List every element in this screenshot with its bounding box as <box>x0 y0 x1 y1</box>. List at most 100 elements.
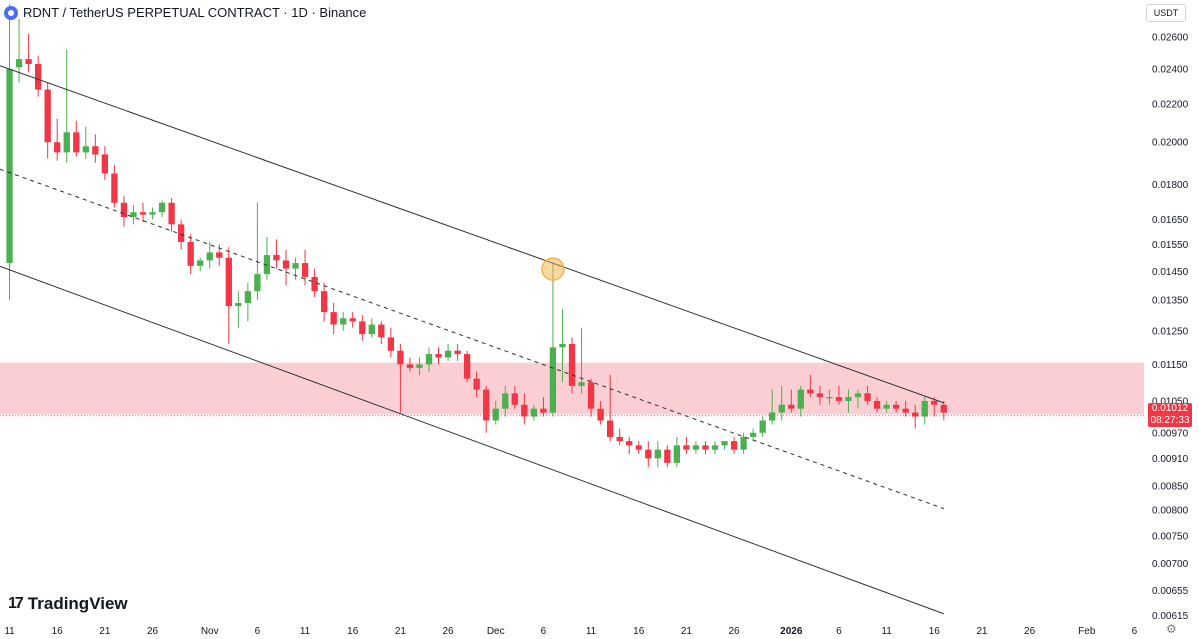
candle[interactable] <box>130 205 137 225</box>
candle[interactable] <box>168 198 175 232</box>
candle[interactable] <box>788 389 795 413</box>
candle[interactable] <box>769 389 776 425</box>
candle[interactable] <box>616 428 623 446</box>
candle[interactable] <box>435 347 442 365</box>
candle[interactable] <box>578 327 585 394</box>
candle[interactable] <box>111 164 118 208</box>
candle[interactable] <box>149 207 156 220</box>
candle[interactable] <box>254 202 261 301</box>
candle[interactable] <box>521 393 528 425</box>
candle[interactable] <box>835 385 843 405</box>
channel-lower-line[interactable] <box>0 265 944 615</box>
candle[interactable] <box>311 268 318 298</box>
candle[interactable] <box>826 389 833 405</box>
candle[interactable] <box>473 371 480 398</box>
candle[interactable] <box>54 118 61 161</box>
candle[interactable] <box>349 312 356 328</box>
candle[interactable] <box>883 400 890 413</box>
tradingview-logo[interactable]: 17 TradingView <box>8 594 128 614</box>
candle[interactable] <box>797 385 804 417</box>
candle[interactable] <box>387 327 395 358</box>
candle[interactable] <box>568 337 576 394</box>
candle[interactable] <box>540 397 547 417</box>
candle[interactable] <box>158 200 166 218</box>
candle[interactable] <box>807 375 814 398</box>
candle[interactable] <box>511 385 518 409</box>
candle[interactable] <box>873 397 881 413</box>
candle[interactable] <box>673 436 681 468</box>
time-axis[interactable]: 11 16 21 26 Nov 6 11 16 21 26 Dec 6 11 16 21 26 2026 6 11 1… <box>4 626 1137 637</box>
price-axis[interactable]: 0.02600 0.02400 0.02200 0.02000 0.01800 0.016… <box>1152 32 1189 622</box>
candle[interactable] <box>940 400 947 421</box>
candle[interactable] <box>101 146 109 181</box>
candle[interactable] <box>454 343 461 361</box>
candle[interactable] <box>273 239 280 269</box>
candle[interactable] <box>406 357 414 372</box>
candle[interactable] <box>82 126 89 159</box>
gear-icon[interactable]: ⚙ <box>1166 622 1177 636</box>
candle[interactable] <box>721 441 728 450</box>
candle[interactable] <box>654 441 661 468</box>
candle[interactable] <box>282 249 290 286</box>
candle[interactable] <box>626 436 633 455</box>
candle[interactable] <box>740 432 747 455</box>
candle[interactable] <box>664 445 671 468</box>
candle[interactable] <box>635 441 642 455</box>
candle[interactable] <box>197 257 204 272</box>
candle[interactable] <box>263 236 271 280</box>
candle[interactable] <box>683 436 690 455</box>
candle[interactable] <box>902 400 909 417</box>
candle[interactable] <box>816 385 824 405</box>
candle[interactable] <box>320 282 328 322</box>
candle[interactable] <box>711 441 719 455</box>
candle[interactable] <box>63 49 70 163</box>
candle[interactable] <box>692 441 700 455</box>
candle[interactable] <box>483 385 490 433</box>
candle[interactable] <box>749 428 757 442</box>
candle[interactable] <box>25 33 32 73</box>
candle[interactable] <box>235 291 242 328</box>
channel-upper-line[interactable] <box>0 65 944 404</box>
candle[interactable] <box>864 385 871 405</box>
candle[interactable] <box>359 315 366 341</box>
candle[interactable] <box>912 404 919 429</box>
candle[interactable] <box>330 303 337 335</box>
candle[interactable] <box>606 375 614 442</box>
candle[interactable] <box>301 249 309 286</box>
candle[interactable] <box>292 257 299 280</box>
channel-middle-line[interactable] <box>0 168 944 510</box>
candle[interactable] <box>892 400 900 413</box>
touch-marker[interactable] <box>541 257 565 281</box>
candle[interactable] <box>368 318 375 338</box>
candle[interactable] <box>139 202 147 222</box>
candle[interactable] <box>845 389 852 413</box>
candle[interactable] <box>444 343 452 361</box>
candle[interactable] <box>6 4 13 301</box>
candle[interactable] <box>759 416 766 437</box>
candle[interactable] <box>187 234 194 275</box>
candle[interactable] <box>921 397 928 425</box>
candle[interactable] <box>34 55 42 97</box>
candle[interactable] <box>340 312 347 331</box>
candle[interactable] <box>206 241 213 269</box>
candle[interactable] <box>397 343 404 413</box>
candle[interactable] <box>378 321 385 344</box>
candle[interactable] <box>92 134 99 163</box>
candle[interactable] <box>120 195 128 227</box>
candle[interactable] <box>244 282 252 322</box>
candle[interactable] <box>778 385 785 421</box>
candle[interactable] <box>530 404 538 421</box>
candle[interactable] <box>730 436 738 455</box>
candle[interactable] <box>931 397 938 417</box>
candle[interactable] <box>645 441 652 468</box>
symbol-title-bar[interactable]: RDNT / TetherUS PERPETUAL CONTRACT · 1D … <box>4 5 366 20</box>
currency-button[interactable]: USDT <box>1146 4 1186 22</box>
candle[interactable] <box>854 389 862 409</box>
candle[interactable] <box>425 347 433 372</box>
candle[interactable] <box>225 247 232 344</box>
candle[interactable] <box>559 309 566 383</box>
candle[interactable] <box>597 400 604 425</box>
candle[interactable] <box>587 378 595 417</box>
candle[interactable] <box>702 441 709 455</box>
